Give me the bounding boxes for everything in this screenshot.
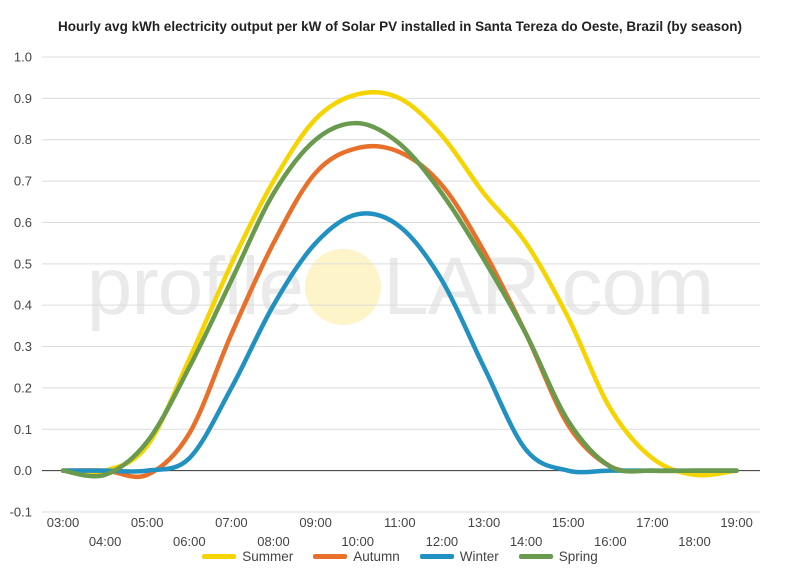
legend-label: Spring (558, 549, 598, 564)
x-tick-label: 19:00 (720, 515, 753, 530)
x-tick-label: 17:00 (636, 515, 669, 530)
x-tick-label: 15:00 (552, 515, 585, 530)
legend-label: Summer (242, 549, 294, 564)
y-tick-label: 0.1 (14, 422, 32, 437)
x-tick-label: 04:00 (89, 534, 122, 549)
series-layer (60, 89, 739, 480)
legend-label: Winter (459, 549, 499, 564)
y-tick-label: 0.7 (14, 174, 32, 189)
x-axis-ticks: 03:00 04:00 05:00 06:00 07:00 08:00 09:00 10:00… (47, 515, 753, 549)
y-tick-label: -0.1 (10, 505, 32, 520)
legend-item-summer[interactable]: Summer (202, 549, 293, 564)
y-tick-label: 0.8 (14, 132, 32, 147)
y-tick-label: 0.9 (14, 91, 32, 106)
legend-swatch (518, 554, 553, 559)
x-tick-label: 05:00 (131, 515, 164, 530)
x-tick-label: 12:00 (426, 534, 459, 549)
x-tick-label: 07:00 (215, 515, 248, 530)
series-line-spring (60, 120, 739, 479)
legend-label: Autumn (353, 549, 400, 564)
y-tick-label: 0.0 (14, 463, 32, 478)
y-tick-label: 0.3 (14, 339, 32, 354)
legend-item-winter[interactable]: Winter (419, 549, 499, 564)
x-tick-label: 10:00 (341, 534, 374, 549)
chart-title: Hourly avg kWh electricity output per kW… (58, 19, 742, 34)
x-tick-label: 16:00 (594, 534, 627, 549)
legend-item-autumn[interactable]: Autumn (313, 549, 400, 564)
y-tick-label: 0.6 (14, 215, 32, 230)
y-tick-label: 0.2 (14, 380, 32, 395)
legend-item-spring[interactable]: Spring (518, 549, 598, 564)
legend-swatch (202, 554, 237, 559)
x-tick-label: 06:00 (173, 534, 206, 549)
x-tick-label: 08:00 (257, 534, 290, 549)
y-tick-label: 1.0 (14, 50, 32, 65)
series-line-winter (60, 211, 739, 475)
legend-swatch (313, 554, 348, 559)
x-tick-label: 14:00 (510, 534, 543, 549)
y-tick-label: 0.5 (14, 256, 32, 271)
x-tick-label: 18:00 (678, 534, 711, 549)
legend-swatch (419, 554, 454, 559)
x-tick-label: 03:00 (47, 515, 80, 530)
x-tick-label: 11:00 (384, 515, 416, 530)
y-axis-ticks: -0.1 0.0 0.1 0.2 0.3 0.4 0.5 0.6 0.7 0.8 0.9 1.0 (10, 50, 32, 520)
series-line-summer (60, 89, 739, 478)
x-tick-label: 09:00 (299, 515, 332, 530)
legend: Summer Autumn Winter Spring (0, 549, 800, 564)
x-tick-label: 13:00 (468, 515, 501, 530)
y-tick-label: 0.4 (14, 298, 32, 313)
series-line-autumn (60, 143, 739, 480)
